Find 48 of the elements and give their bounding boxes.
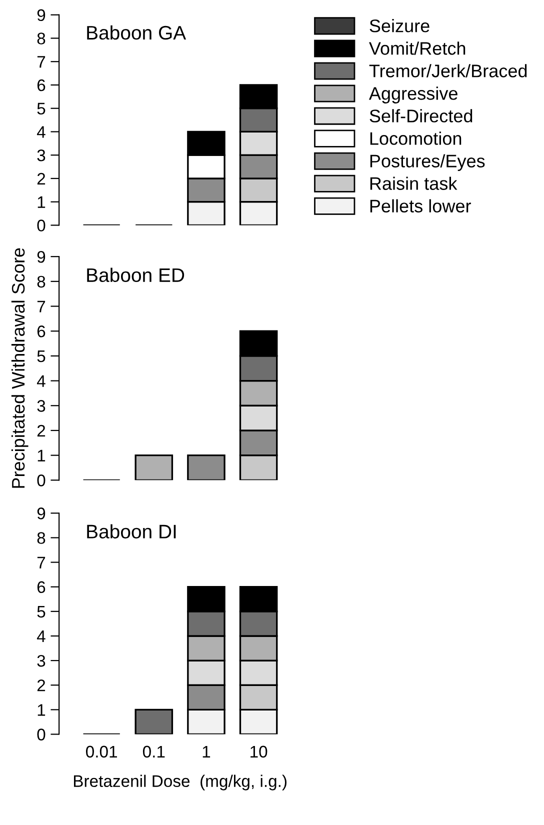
legend-label: Self-Directed [370,109,472,122]
y-tick-label: 6 [37,79,46,92]
y-tick-label: 7 [37,556,46,568]
y-tick-label: 4 [36,375,46,387]
y-tick-label: 6 [37,326,46,338]
y-tick-label: 5 [37,102,46,115]
y-tick-label: 3 [37,654,46,667]
y-tick-label: 4 [36,630,46,642]
y-tick-label: 3 [37,150,46,162]
x-tick-label: 0.1 [142,746,165,758]
y-tick-label: 7 [37,56,46,68]
legend-label: Aggressive [368,86,458,104]
chart-title: Baboon ED [87,268,184,282]
y-axis-title: Precipitated Withdrawal Score [11,248,28,488]
x-tick-label: 10 [250,746,268,758]
legend-label: Pellets lower [370,199,471,212]
y-tick-label: 8 [37,532,46,544]
y-tick-label: 9 [37,508,46,520]
y-tick-label: 6 [37,581,46,594]
legend-label: Seizure [370,19,430,32]
y-tick-label: 0 [37,728,46,740]
y-tick-label: 4 [36,126,46,138]
chart-title: Baboon DI [87,524,176,538]
y-tick-label: 0 [37,220,46,232]
x-tick-label: 0.01 [86,746,117,758]
x-tick-label: 1 [202,746,210,758]
legend-label: Locomotion [370,132,462,145]
y-tick-label: 2 [37,424,46,437]
y-tick-label: 3 [37,400,46,412]
y-tick-label: 1 [38,196,46,208]
legend-label: Postures/Eyes [370,154,485,172]
y-tick-label: 1 [38,450,46,462]
legend-label: Vomit/Retch [369,42,466,55]
y-tick-label: 5 [37,350,46,362]
y-tick-label: 9 [37,250,46,263]
y-tick-label: 5 [37,606,46,618]
y-tick-label: 9 [37,9,46,22]
y-tick-label: 1 [38,704,46,716]
y-tick-label: 0 [37,474,46,486]
x-axis-title: Bretazenil Dose (mg/kg, i.g.) [74,774,286,790]
y-tick-label: 2 [37,680,46,692]
legend-label: Raisin task [370,176,458,190]
chart-title: Baboon GA [87,25,186,40]
y-tick-label: 8 [37,276,46,288]
y-tick-label: 7 [37,300,46,312]
y-tick-label: 8 [37,32,46,44]
y-tick-label: 2 [37,172,46,185]
legend-label: Tremor/Jerk/Braced [369,64,527,78]
